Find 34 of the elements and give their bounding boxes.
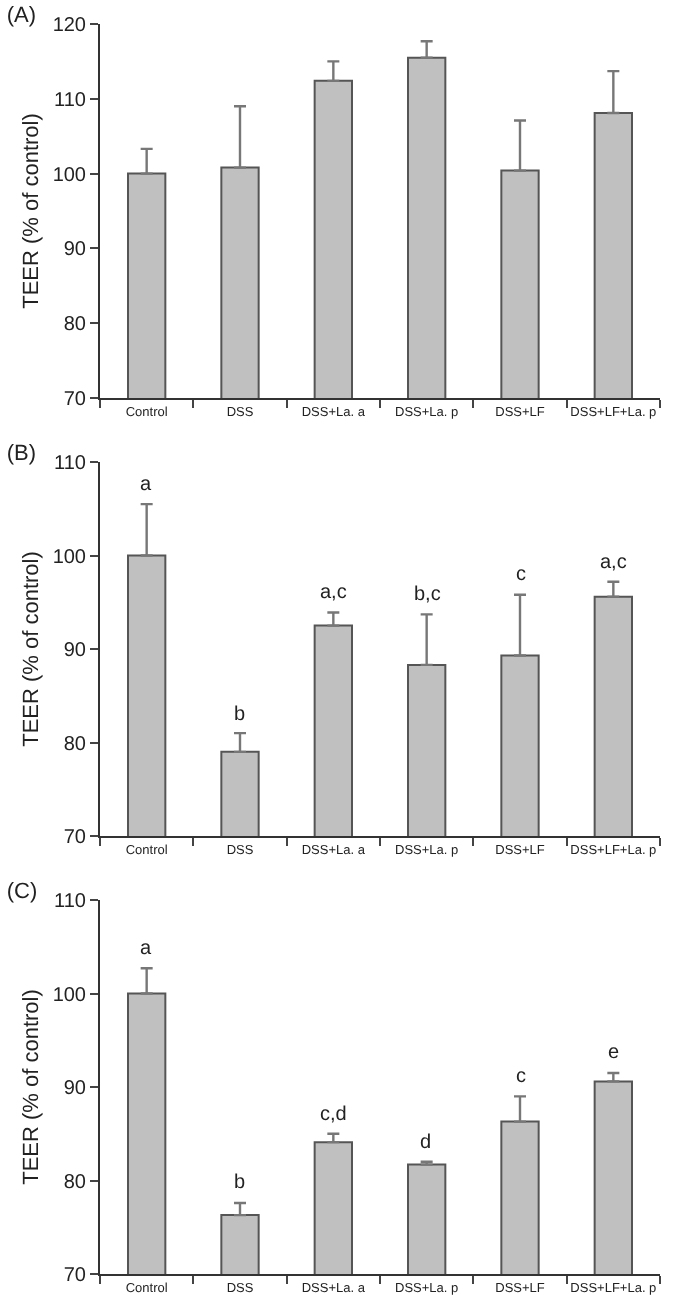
- annotation: a,c: [600, 552, 627, 574]
- chart-title: (C): [6, 879, 38, 904]
- y-tick-label: 70: [63, 827, 87, 849]
- chart-title: (A): [6, 3, 37, 28]
- annotation: a,c: [320, 582, 347, 604]
- y-tick-label: 100: [52, 164, 87, 187]
- y-tick-label: 100: [52, 984, 87, 1007]
- y-tick-label: 90: [63, 1078, 87, 1100]
- y-tick-label: 80: [63, 1171, 87, 1194]
- y-axis-title: TEER (% of control): [19, 113, 44, 309]
- y-tick-label: 120: [52, 15, 87, 37]
- y-tick-label: 90: [63, 640, 87, 662]
- annotation: a: [140, 938, 152, 960]
- annotation: d: [420, 1132, 432, 1154]
- chart-title: (B): [6, 441, 37, 466]
- annotation: c: [516, 1066, 526, 1088]
- y-tick-label: 110: [54, 89, 87, 112]
- y-tick-label: 80: [63, 314, 87, 337]
- y-axis-title: TEER (% of control): [19, 551, 44, 747]
- annotation: b: [234, 704, 246, 726]
- y-axis-title: TEER (% of control): [19, 989, 44, 1185]
- y-tick-label: 70: [63, 389, 87, 411]
- y-tick-label: 80: [63, 733, 87, 756]
- y-tick-label: 110: [54, 891, 87, 913]
- annotation: b: [234, 1172, 246, 1194]
- y-tick-label: 100: [52, 546, 87, 569]
- annotation: b,c: [414, 584, 441, 606]
- annotation: a: [140, 474, 152, 496]
- y-tick-label: 110: [54, 453, 87, 475]
- annotation: e: [608, 1042, 620, 1064]
- y-tick-label: 70: [63, 1265, 87, 1287]
- annotation: c: [516, 564, 526, 586]
- annotation: c,d: [320, 1104, 347, 1126]
- y-tick-label: 90: [63, 239, 87, 262]
